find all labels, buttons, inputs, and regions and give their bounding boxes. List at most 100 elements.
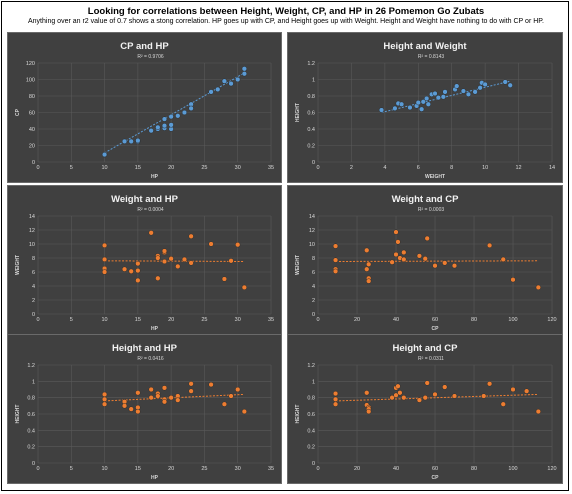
data-point (101, 151, 108, 158)
data-point (221, 78, 228, 84)
y-tick-label: 0 (312, 312, 315, 318)
data-point (188, 381, 194, 387)
data-point (101, 401, 108, 407)
data-point (121, 138, 128, 145)
chart-weight-hp: Weight and HP R² = 0.0004 0 2 4 6 8 10 12 14 0 5 10 1… (15, 194, 274, 332)
data-point (393, 251, 399, 258)
y-tick-label: 1 (312, 379, 315, 385)
x-tick-label: 30 (235, 466, 241, 472)
r-squared-label: R² = 0.0416 (137, 356, 163, 362)
data-point (364, 266, 370, 272)
x-tick-label: 60 (432, 317, 438, 323)
x-tick-label: 14 (549, 165, 555, 171)
data-point (135, 390, 141, 396)
data-point (432, 90, 438, 97)
x-tick-label: 10 (482, 165, 488, 171)
x-tick-label: 120 (547, 466, 556, 472)
data-point (424, 235, 430, 242)
y-tick-label: 0.2 (27, 445, 35, 451)
x-tick-label: 6 (417, 165, 420, 171)
data-point (486, 242, 493, 249)
data-point (422, 256, 428, 262)
data-point (208, 89, 214, 95)
y-tick-label: 120 (26, 61, 35, 67)
y-tick-label: 60 (29, 111, 35, 117)
page-title: Looking for correlations between Height,… (87, 6, 485, 17)
x-tick-label: 35 (268, 165, 274, 171)
y-tick-label: 8 (312, 256, 315, 262)
chart-height-hp: Height and HP R² = 0.0416 0 0.2 0.4 0.6 0.8 1 1.… (15, 343, 274, 481)
y-tick-label: 0 (32, 160, 35, 166)
data-point (481, 393, 487, 399)
data-point (168, 256, 174, 262)
data-point (435, 95, 441, 101)
chart-panel-weight-hp: Weight and HP R² = 0.0004 0 2 4 6 8 10 12 14 0 5 10 1… (7, 185, 282, 335)
data-point (486, 381, 493, 387)
data-point (500, 256, 506, 263)
y-tick-label: 14 (29, 214, 35, 220)
data-point (451, 393, 458, 399)
data-point (148, 128, 154, 134)
data-point (228, 258, 234, 264)
data-point (161, 258, 168, 265)
data-point (332, 396, 339, 402)
data-point (208, 241, 214, 247)
data-point (188, 105, 194, 112)
y-tick-label: 14 (309, 214, 315, 220)
data-point (135, 137, 141, 144)
x-tick-label: 12 (516, 165, 522, 171)
y-tick-label: 0 (312, 160, 315, 166)
data-point (482, 81, 488, 88)
data-point (101, 396, 108, 402)
data-point (332, 257, 339, 263)
r-squared-label: R² = 0.9706 (137, 54, 163, 60)
data-point (101, 256, 108, 263)
data-point (451, 263, 458, 269)
y-tick-label: 10 (29, 242, 35, 248)
x-tick-label: 80 (471, 466, 477, 472)
x-tick-label: 8 (450, 165, 453, 171)
chart-cp-hp: CP and HP R² = 0.9706 0 20 40 60 80 100 120 0 5 10 1… (15, 41, 274, 180)
y-tick-label: 1.2 (307, 363, 315, 369)
data-point (161, 123, 168, 129)
data-point (460, 88, 467, 94)
data-point (241, 284, 248, 291)
x-tick-label: 30 (235, 165, 241, 171)
chart-panel-height-weight: Height and Weight R² = 0.8143 0 0.2 0.4 0.6 0.… (287, 32, 563, 183)
data-point (161, 116, 168, 122)
y-tick-label: 1 (32, 379, 35, 385)
y-tick-label: 0.4 (307, 428, 315, 434)
y-tick-label: 0.8 (307, 396, 315, 402)
y-tick-label: 0.8 (307, 94, 315, 100)
data-point (454, 83, 460, 89)
chart-title: Weight and CP (392, 194, 460, 205)
data-point (168, 122, 174, 128)
y-axis-label: HEIGHT (295, 103, 301, 122)
data-point (128, 406, 134, 412)
chart-height-cp: Height and CP R² = 0.0311 0 0.2 0.4 0.6 0.8 1 1.… (295, 343, 557, 481)
data-point (188, 388, 194, 394)
y-tick-label: 2 (312, 298, 315, 304)
data-point (221, 401, 228, 407)
trendline (335, 393, 539, 402)
y-tick-label: 100 (26, 78, 35, 84)
chart-title: Height and Weight (383, 41, 467, 52)
y-tick-label: 0.4 (27, 428, 35, 434)
x-tick-label: 35 (268, 317, 274, 323)
x-tick-label: 35 (268, 466, 274, 472)
x-tick-label: 5 (70, 466, 73, 472)
data-point (389, 259, 395, 265)
data-point (241, 71, 248, 77)
data-point (208, 381, 214, 388)
x-tick-label: 60 (432, 466, 438, 472)
data-point (477, 85, 483, 91)
data-point (423, 95, 430, 102)
y-tick-label: 0.6 (307, 412, 315, 418)
data-point (500, 401, 506, 407)
data-point (510, 277, 516, 283)
data-point (148, 230, 154, 236)
trendline (104, 393, 245, 402)
data-point (393, 229, 399, 235)
x-tick-label: 20 (354, 317, 360, 323)
data-point (175, 113, 181, 119)
